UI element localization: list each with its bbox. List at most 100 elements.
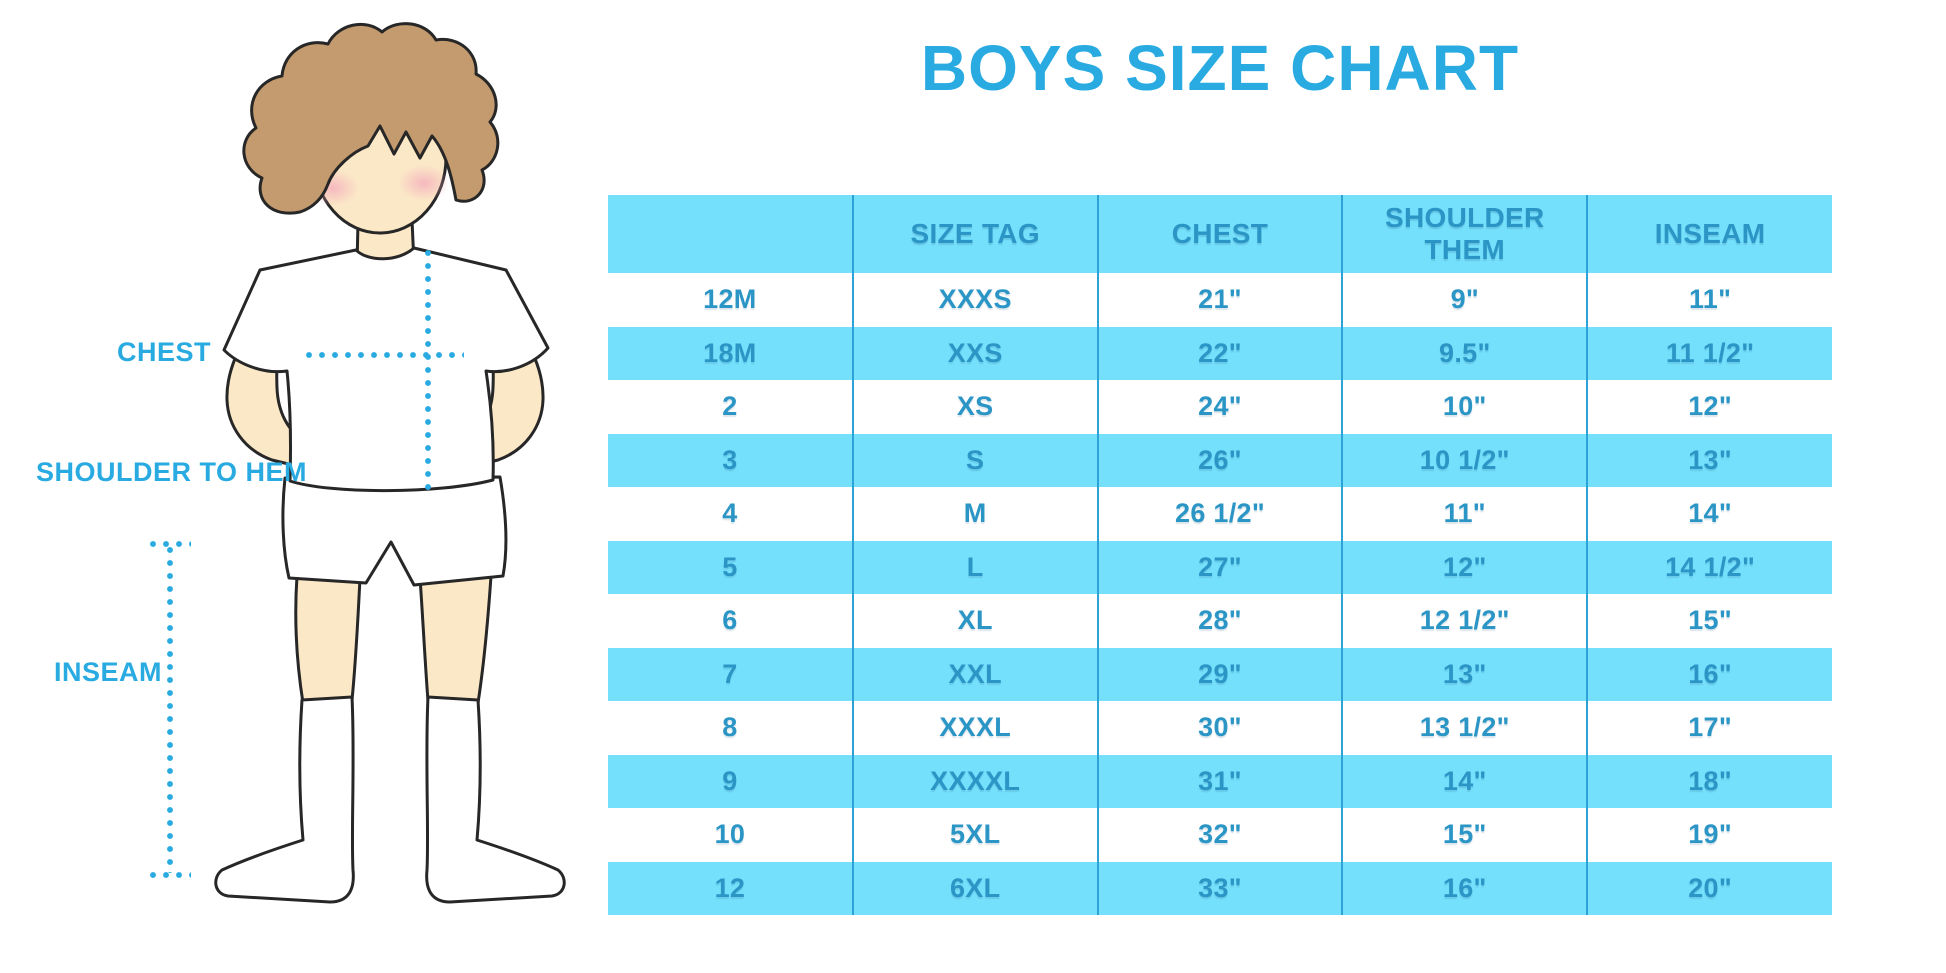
cell-inseam: 11" xyxy=(1586,273,1832,327)
cell-shoulder-them: 10 1/2" xyxy=(1341,433,1588,487)
cell-shoulder-them: 10" xyxy=(1341,380,1588,434)
cell-size: 4 xyxy=(722,498,738,529)
cell-chest: 21" xyxy=(1096,273,1343,327)
boy-illustration xyxy=(214,22,566,904)
inseam-measure-line xyxy=(167,547,173,873)
cell-size: 5 xyxy=(722,551,738,582)
table-row: 12 6XL 33" 16" 20" xyxy=(608,861,1832,915)
table-row: 3 S 26" 10 1/2" 13" xyxy=(608,433,1832,487)
cell-size-tag: XXL xyxy=(851,647,1098,701)
cell-size-tag: M xyxy=(851,487,1098,541)
cell-inseam: 16" xyxy=(1586,647,1832,701)
cell-size-tag: XXS xyxy=(851,326,1098,380)
shoulder-to-hem-label: SHOULDER TO HEM xyxy=(36,457,308,487)
cell-shoulder-them: 12 1/2" xyxy=(1341,594,1588,648)
cell-inseam: 13" xyxy=(1586,433,1832,487)
left-sock xyxy=(214,695,355,904)
cell-chest: 26" xyxy=(1096,433,1343,487)
inseam-label: INSEAM xyxy=(54,657,163,687)
cell-size-tag: S xyxy=(851,433,1098,487)
cell-size-tag: 6XL xyxy=(851,861,1098,915)
cell-size-tag: XXXXL xyxy=(851,754,1098,808)
header-cell-inseam: INSEAM xyxy=(1586,195,1832,273)
cell-size: 12 xyxy=(714,872,746,903)
cell-size: 12M xyxy=(703,284,757,315)
hair xyxy=(242,22,500,215)
table-header-row: SIZE TAG CHEST SHOULDER THEM INSEAM xyxy=(608,195,1832,273)
cell-shoulder-them: 9.5" xyxy=(1341,326,1588,380)
cell-chest: 26 1/2" xyxy=(1096,487,1343,541)
cell-inseam: 14" xyxy=(1586,487,1832,541)
cell-inseam: 18" xyxy=(1586,754,1832,808)
chest-measure-line xyxy=(306,352,464,358)
cell-inseam: 20" xyxy=(1586,861,1832,915)
table-row: 9 XXXXL 31" 14" 18" xyxy=(608,754,1832,808)
inseam-measure-bottom-cap xyxy=(150,872,191,878)
table-row: 6 XL 28" 12 1/2" 15" xyxy=(608,594,1832,648)
cell-inseam: 17" xyxy=(1586,701,1832,755)
cell-inseam: 11 1/2" xyxy=(1586,326,1832,380)
shorts xyxy=(281,475,508,587)
cell-shoulder-them: 15" xyxy=(1341,808,1588,862)
cell-shoulder-them: 12" xyxy=(1341,540,1588,594)
size-table: SIZE TAG CHEST SHOULDER THEM INSEAM 12M … xyxy=(608,195,1832,915)
right-sock xyxy=(425,695,566,904)
cell-inseam: 15" xyxy=(1586,594,1832,648)
cell-size: 6 xyxy=(722,605,738,636)
inseam-measure-top-cap xyxy=(150,541,191,547)
cell-size-tag: XXXL xyxy=(851,701,1098,755)
cell-chest: 29" xyxy=(1096,647,1343,701)
cell-inseam: 14 1/2" xyxy=(1586,540,1832,594)
header-cell-size xyxy=(608,195,853,273)
cell-size-tag: 5XL xyxy=(851,808,1098,862)
table-row: 7 XXL 29" 13" 16" xyxy=(608,647,1832,701)
cell-shoulder-them: 13 1/2" xyxy=(1341,701,1588,755)
cell-size-tag: L xyxy=(851,540,1098,594)
header-cell-size-tag: SIZE TAG xyxy=(851,195,1098,273)
cell-shoulder-them: 13" xyxy=(1341,647,1588,701)
cell-chest: 31" xyxy=(1096,754,1343,808)
cell-chest: 27" xyxy=(1096,540,1343,594)
cell-chest: 32" xyxy=(1096,808,1343,862)
page-title: BOYS SIZE CHART xyxy=(920,32,1520,104)
cell-size-tag: XL xyxy=(851,594,1098,648)
table-row: 2 XS 24" 10" 12" xyxy=(608,380,1832,434)
cell-shoulder-them: 16" xyxy=(1341,861,1588,915)
chest-label: CHEST xyxy=(117,337,212,367)
cell-size: 9 xyxy=(722,765,738,796)
cell-size: 7 xyxy=(722,658,738,689)
right-leg xyxy=(418,574,493,705)
t-shirt xyxy=(222,246,550,493)
cell-size: 18M xyxy=(703,337,757,368)
cell-size: 3 xyxy=(722,444,738,475)
cell-chest: 28" xyxy=(1096,594,1343,648)
cell-shoulder-them: 9" xyxy=(1341,273,1588,327)
header-cell-chest: CHEST xyxy=(1096,195,1343,273)
cell-size: 10 xyxy=(714,819,746,850)
table-row: 8 XXXL 30" 13 1/2" 17" xyxy=(608,701,1832,755)
cell-shoulder-them: 11" xyxy=(1341,487,1588,541)
cell-size: 2 xyxy=(722,391,738,422)
table-row: 5 L 27" 12" 14 1/2" xyxy=(608,540,1832,594)
cell-shoulder-them: 14" xyxy=(1341,754,1588,808)
table-row: 10 5XL 32" 15" 19" xyxy=(608,808,1832,862)
cell-inseam: 12" xyxy=(1586,380,1832,434)
cell-chest: 33" xyxy=(1096,861,1343,915)
table-row: 4 M 26 1/2" 11" 14" xyxy=(608,487,1832,541)
header-cell-shoulder-them: SHOULDER THEM xyxy=(1341,195,1588,273)
size-table-body: 12M XXXS 21" 9" 11" 18M XXS 22" 9.5" 11 … xyxy=(608,273,1832,915)
cell-size-tag: XXXS xyxy=(851,273,1098,327)
measurement-figure: CHEST SHOULDER TO HEM INSEAM xyxy=(0,0,600,973)
cell-inseam: 19" xyxy=(1586,808,1832,862)
right-cheek-blush xyxy=(398,165,450,201)
cell-chest: 30" xyxy=(1096,701,1343,755)
cell-chest: 22" xyxy=(1096,326,1343,380)
cell-chest: 24" xyxy=(1096,380,1343,434)
cell-size: 8 xyxy=(722,712,738,743)
shoulder-to-hem-measure-line xyxy=(425,250,431,493)
cell-size-tag: XS xyxy=(851,380,1098,434)
table-row: 12M XXXS 21" 9" 11" xyxy=(608,273,1832,327)
table-row: 18M XXS 22" 9.5" 11 1/2" xyxy=(608,326,1832,380)
left-leg xyxy=(294,574,362,705)
